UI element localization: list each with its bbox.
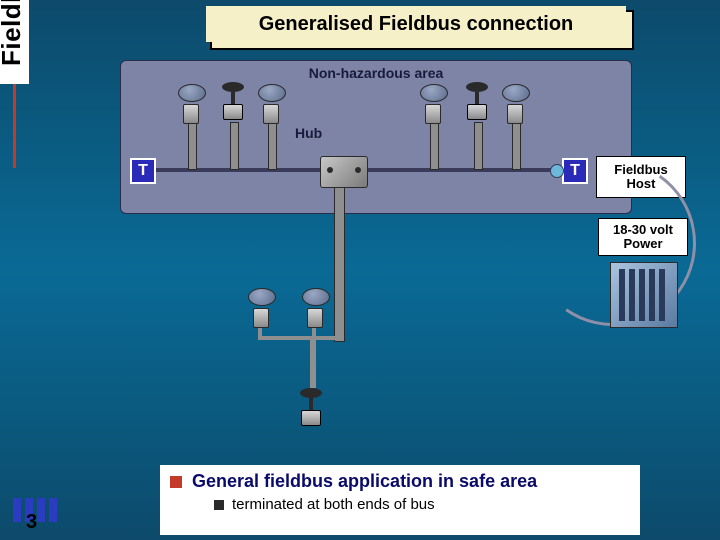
hub-label: Hub <box>295 125 322 141</box>
transmitter-icon <box>258 84 284 122</box>
spur-branch <box>310 340 316 388</box>
bullet-level2: terminated at both ends of bus <box>214 496 630 513</box>
hub-icon <box>320 156 368 188</box>
bullet2-text: terminated at both ends of bus <box>232 496 435 513</box>
drop-line <box>474 122 483 170</box>
slide-root: Fieldbus Generalised Fieldbus connection… <box>0 0 720 540</box>
transmitter-icon <box>502 84 528 122</box>
transmitter-icon <box>420 84 446 122</box>
panel-label: Non-hazardous area <box>121 65 631 81</box>
bullet-level1: General fieldbus application in safe are… <box>170 471 630 492</box>
valve-icon <box>300 388 322 428</box>
spur-trunk <box>334 186 345 342</box>
transmitter-icon <box>248 288 274 326</box>
bullet-square-icon <box>214 500 224 510</box>
spur-branch <box>258 336 342 340</box>
junction-dot <box>550 164 564 178</box>
slide-title: Generalised Fieldbus connection <box>206 6 626 42</box>
drop-line <box>188 122 197 170</box>
spur-branch <box>312 326 316 340</box>
transmitter-icon <box>178 84 204 122</box>
page-number: 3 <box>26 511 37 534</box>
drop-line <box>230 122 239 170</box>
terminator-left: T <box>130 158 156 184</box>
valve-icon <box>466 82 488 122</box>
bullet1-text: General fieldbus application in safe are… <box>192 471 537 492</box>
bullet-box: General fieldbus application in safe are… <box>160 465 640 535</box>
spur-branch <box>258 326 262 340</box>
bullet-square-icon <box>170 476 182 488</box>
drop-line <box>430 122 439 170</box>
transmitter-icon <box>302 288 328 326</box>
host-unit-icon <box>610 262 678 328</box>
drop-line <box>512 122 521 170</box>
valve-icon <box>222 82 244 122</box>
drop-line <box>268 122 277 170</box>
sidebar-title: Fieldbus <box>0 0 29 84</box>
